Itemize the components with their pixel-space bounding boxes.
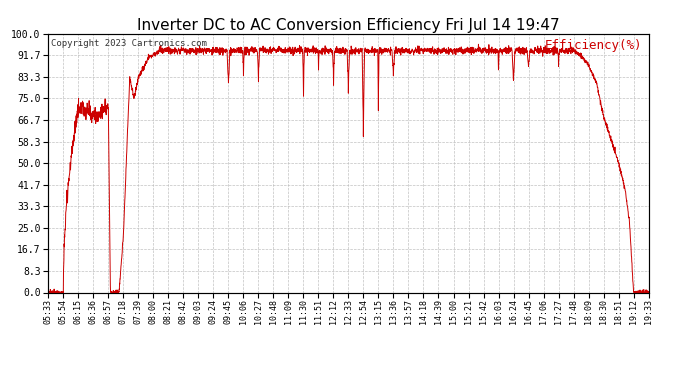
Text: Copyright 2023 Cartronics.com: Copyright 2023 Cartronics.com	[51, 39, 207, 48]
Text: Efficiency(%): Efficiency(%)	[545, 39, 642, 52]
Title: Inverter DC to AC Conversion Efficiency Fri Jul 14 19:47: Inverter DC to AC Conversion Efficiency …	[137, 18, 560, 33]
